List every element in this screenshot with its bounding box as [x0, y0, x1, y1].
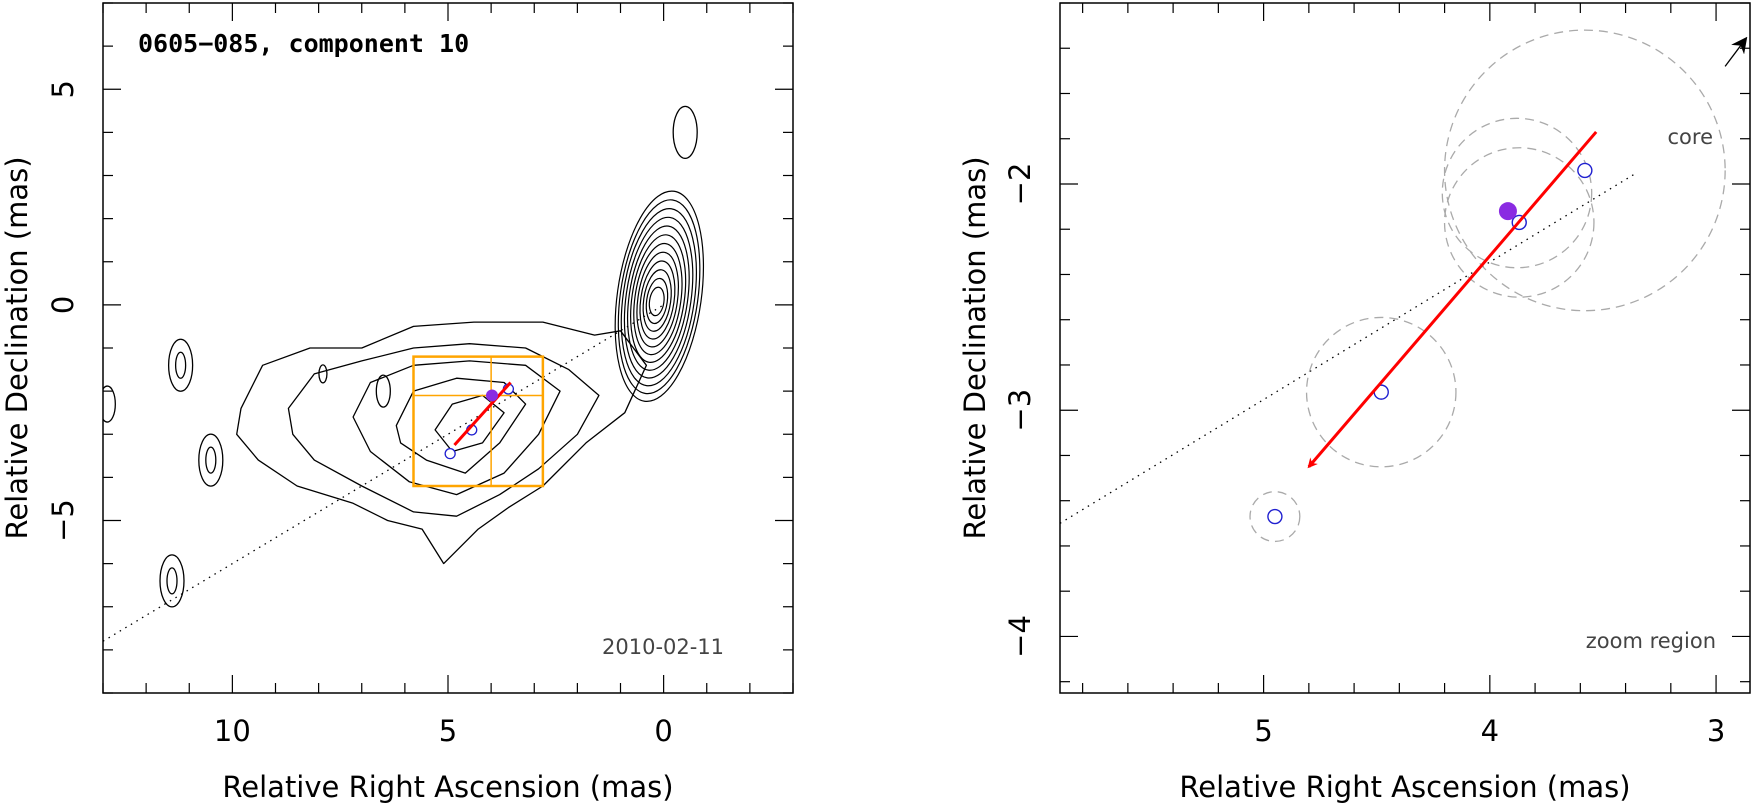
left-ticks: [102, 2, 794, 694]
left-ylabel: Relative Declination (mas): [0, 156, 34, 539]
error-circle: [1441, 117, 1593, 269]
blob-contour: [672, 105, 698, 160]
core-contour: [639, 260, 676, 340]
left-ytick-label: −5: [46, 499, 80, 542]
right-ylabel: Relative Declination (mas): [958, 156, 992, 539]
right-xtick-label: 5: [1254, 714, 1272, 748]
right-xtick-label: 3: [1707, 714, 1725, 748]
blob-contour: [198, 433, 224, 487]
right-ytick-label: −4: [1003, 615, 1037, 658]
core-contour: [617, 199, 701, 395]
contour-map: [103, 105, 705, 608]
right-xlabel: Relative Right Ascension (mas): [1179, 770, 1630, 804]
island-contour: [318, 364, 328, 384]
left-xlabel: Relative Right Ascension (mas): [222, 770, 673, 804]
blob-contour-inner: [166, 567, 178, 595]
right-frame: [1059, 2, 1751, 694]
error-circle: [1443, 29, 1726, 312]
left-xtick-label: 5: [439, 714, 457, 748]
island-contour: [375, 374, 391, 408]
error-circle: [1305, 316, 1457, 468]
core-contour: [633, 242, 683, 356]
jet-contour: [287, 343, 600, 517]
blob-contour: [159, 554, 185, 608]
component-marker: [1267, 508, 1283, 525]
left-xtick-label: 0: [654, 714, 672, 748]
core-contour: [645, 277, 669, 325]
velocity-arrow: [1307, 130, 1598, 469]
core-contour: [642, 269, 672, 332]
error-circle: [1249, 490, 1301, 543]
core-label: core: [1668, 125, 1714, 149]
filled-component: [1498, 202, 1517, 221]
jet-contour: [434, 394, 505, 453]
blob-contour-inner: [174, 351, 187, 379]
right-ytick-label: −2: [1003, 163, 1037, 206]
observation-date: 2010-02-11: [602, 635, 724, 659]
filled-component: [485, 389, 498, 402]
velocity-arrow: [453, 381, 512, 447]
left-tick-labels: 10 5 0 5 0 −5: [46, 80, 673, 748]
left-ytick-label: 5: [46, 80, 80, 98]
right-overlay: [1060, 29, 1748, 543]
core-contour: [630, 234, 687, 363]
edge-contour: [103, 385, 116, 423]
jet-contour: [352, 360, 561, 496]
blob-contour-inner: [205, 446, 217, 474]
left-title: 0605−085, component 10: [138, 29, 469, 58]
component-marker: [444, 448, 456, 460]
left-overlay: [103, 304, 664, 642]
zoom-box: [412, 355, 545, 488]
core-contour: [623, 216, 694, 379]
right-ticks: [1060, 2, 1750, 693]
right-ytick-label: −3: [1003, 389, 1037, 432]
jet-axis-line: [1060, 172, 1638, 524]
core-contour: [627, 225, 690, 371]
left-panel: 10 5 0 5 0 −5 0605−085, component 10 2010-02-…: [0, 2, 794, 804]
left-ytick-label: 0: [46, 296, 80, 314]
core-contour: [636, 251, 679, 348]
right-tick-labels: 5 4 3 −2 −3 −4: [1003, 163, 1725, 748]
core-direction-arrow: [1724, 36, 1748, 67]
core-contour: [620, 208, 697, 387]
jet-contour: [236, 321, 648, 565]
blob-contour: [167, 338, 194, 392]
right-xtick-label: 4: [1481, 714, 1499, 748]
component-marker: [1577, 162, 1593, 179]
error-circle: [1443, 147, 1595, 298]
core-contour: [648, 286, 665, 317]
zoom-region-label: zoom region: [1586, 629, 1716, 653]
left-frame: [102, 2, 794, 694]
right-panel: 5 4 3 −2 −3 −4 core zoom region Relative Righ…: [958, 2, 1751, 804]
left-xtick-label: 10: [214, 714, 251, 748]
core-contour: [614, 190, 705, 402]
